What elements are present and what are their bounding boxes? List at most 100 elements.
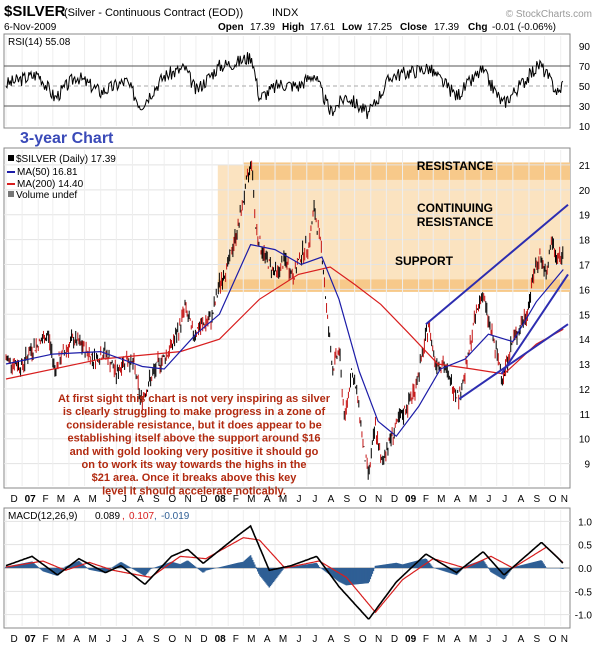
high-label: High	[282, 22, 304, 33]
macd-histogram	[5, 555, 564, 588]
time-axis-label: S	[533, 494, 540, 505]
time-axis-label: J	[296, 634, 301, 645]
time-axis-label: A	[137, 494, 144, 505]
time-axis-label: J	[106, 634, 111, 645]
macd-tick-label: -1.0	[575, 611, 593, 622]
time-axis-label: M	[57, 634, 65, 645]
time-axis-label: A	[518, 634, 525, 645]
time-axis-label: O	[359, 634, 367, 645]
rsi-frame	[3, 33, 571, 129]
ma200-line	[5, 266, 564, 380]
rsi-tick-label: 50	[579, 82, 591, 93]
open-label: Open	[218, 22, 244, 33]
time-axis-bottom: D 07 F M A M J J A S O N D 08 F M A M J J A S O N D 09 F M A M J J A S O N	[10, 634, 568, 645]
time-axis-label: O	[168, 634, 176, 645]
rsi-tick-label: 90	[579, 42, 591, 53]
legend-swatch-volume	[8, 191, 14, 197]
time-axis-label: N	[185, 494, 192, 505]
time-axis-label: M	[279, 494, 287, 505]
price-tick-label: 15	[579, 310, 591, 321]
annotation-line: level it should accelerate noticably.	[102, 485, 286, 497]
time-axis-label: A	[454, 634, 461, 645]
time-axis-label: J	[106, 494, 111, 505]
legend-swatch-price	[8, 155, 14, 161]
price-tick-label: 14	[579, 335, 591, 346]
time-axis-label: J	[502, 634, 507, 645]
low-label: Low	[342, 22, 362, 33]
annotation-line: establishing itself above the support ar…	[67, 433, 320, 445]
time-axis-label: A	[137, 634, 144, 645]
time-axis-label: A	[264, 494, 271, 505]
time-axis-label: M	[88, 634, 96, 645]
price-tick-label: 20	[579, 186, 591, 197]
chart-title: 3-year Chart	[20, 130, 114, 147]
continuing-resistance-line: CONTINUING	[417, 201, 493, 215]
time-axis-label: S	[533, 634, 540, 645]
macd-signal-number: 0.107	[129, 511, 154, 522]
support-label: SUPPORT	[395, 254, 454, 268]
time-axis-label: M	[88, 494, 96, 505]
chg-value: -0.01 (-0.06%)	[492, 22, 556, 33]
time-axis-label: F	[233, 494, 239, 505]
low-value: 17.25	[367, 22, 392, 33]
time-axis-label: J	[502, 494, 507, 505]
chart-date: 6-Nov-2009	[4, 22, 57, 33]
legend-ma200: MA(200) 14.40	[17, 179, 84, 190]
annotation-line: on to work its way towards the highs in …	[82, 459, 307, 471]
price-tick-label: 17	[579, 260, 591, 271]
resistance-label: RESISTANCE	[417, 159, 493, 173]
time-axis-label: 09	[405, 494, 417, 505]
annotation-line: At first sight this chart is not very in…	[58, 393, 331, 405]
copyright-text: © StockCharts.com	[506, 9, 592, 20]
symbol-title: $SILVER	[4, 3, 66, 20]
continuing-resistance-line: RESISTANCE	[417, 215, 493, 229]
price-tick-label: 16	[579, 285, 591, 296]
time-axis-label: O	[549, 494, 557, 505]
time-axis-middle: D 07 F M A M J J A S O N D 08 F M A M J J A S O N D 09 F M A M J J A S O N	[10, 494, 568, 505]
time-axis-label: D	[200, 634, 207, 645]
price-axis-ticks: 9 10 11 12 13 14 15 16 17 18 19 20 21	[579, 161, 591, 471]
rsi-tick-label: 10	[579, 122, 591, 133]
time-axis-label: A	[518, 494, 525, 505]
time-axis-label: A	[73, 634, 80, 645]
price-tick-label: 19	[579, 211, 591, 222]
time-axis-label: 08	[215, 634, 227, 645]
time-axis-label: D	[391, 494, 398, 505]
time-axis-label: M	[469, 494, 477, 505]
price-legend: $SILVER (Daily) 17.39 MA(50) 16.81 MA(20…	[7, 154, 116, 201]
time-axis-label: 08	[215, 494, 227, 505]
time-axis-label: A	[264, 634, 271, 645]
trendline	[458, 323, 569, 400]
time-axis-label: 07	[25, 494, 37, 505]
time-axis-label: D	[10, 494, 17, 505]
time-axis-label: M	[247, 634, 255, 645]
time-axis-label: M	[279, 634, 287, 645]
time-axis-label: A	[328, 634, 335, 645]
annotation-line: and with gold looking very positive it s…	[70, 446, 319, 458]
macd-panel: 1.0 0.5 0.0 -0.5 -1.0 MACD(12,26,9) 0.089 , …	[3, 507, 593, 629]
chart-header: $SILVER (Silver - Continuous Contract (E…	[4, 3, 592, 33]
time-axis-label: A	[73, 494, 80, 505]
time-axis-label: S	[344, 494, 351, 505]
time-axis-label: F	[423, 634, 429, 645]
time-axis-label: M	[469, 634, 477, 645]
chart-annotation: At first sight this chart is not very in…	[58, 393, 331, 497]
price-tick-label: 13	[579, 360, 591, 371]
time-axis-label: J	[296, 494, 301, 505]
annotation-line: is clearly struggling to make progress i…	[63, 406, 326, 418]
price-tick-label: 11	[580, 410, 591, 421]
time-axis-label: O	[549, 634, 557, 645]
macd-value: 0.089	[95, 511, 120, 522]
time-axis-label: J	[312, 494, 317, 505]
legend-volume: Volume undef	[16, 190, 77, 201]
annotation-line: $21 area. Once it breaks above this key	[92, 472, 298, 484]
macd-tick-label: 1.0	[578, 517, 592, 528]
time-axis-label: 09	[405, 634, 417, 645]
time-axis-label: J	[312, 634, 317, 645]
time-axis-label: S	[344, 634, 351, 645]
time-axis-label: M	[437, 494, 445, 505]
time-axis-label: N	[185, 634, 192, 645]
time-axis-label: J	[122, 494, 127, 505]
high-value: 17.61	[310, 22, 335, 33]
macd-label: MACD(12,26,9) 0.089 , 0.107 , -0.019	[8, 511, 190, 522]
